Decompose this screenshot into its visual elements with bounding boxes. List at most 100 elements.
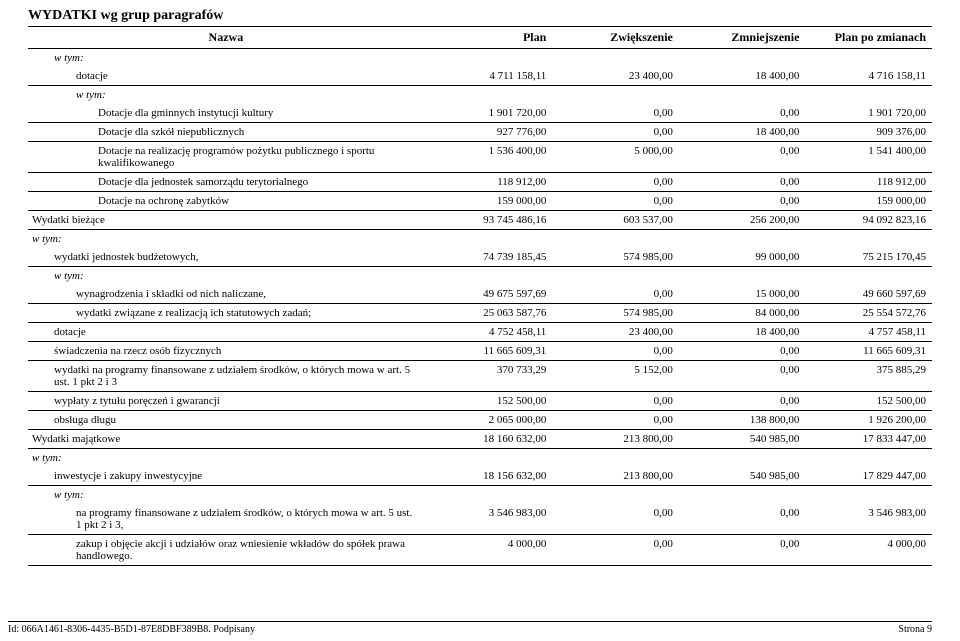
wtym-row: w tym: <box>28 486 932 505</box>
wtym-label: w tym: <box>32 52 84 64</box>
cell-increase: 23 400,00 <box>552 67 679 86</box>
cell-plan: 1 536 400,00 <box>426 142 553 173</box>
expenditure-table: Nazwa Plan Zwiększenie Zmniejszenie Plan… <box>28 27 932 566</box>
cell-after: 1 541 400,00 <box>805 142 932 173</box>
col-header-decrease: Zmniejszenie <box>679 27 806 49</box>
table-row: na programy finansowane z udziałem środk… <box>28 504 932 535</box>
cell-increase: 0,00 <box>552 392 679 411</box>
cell-plan: 118 912,00 <box>426 173 553 192</box>
cell-increase: 0,00 <box>552 123 679 142</box>
cell-after: 1 901 720,00 <box>805 104 932 123</box>
table-row: Wydatki majątkowe18 160 632,00213 800,00… <box>28 430 932 449</box>
cell-increase: 213 800,00 <box>552 467 679 486</box>
cell-increase: 0,00 <box>552 411 679 430</box>
col-header-after: Plan po zmianach <box>805 27 932 49</box>
cell-decrease: 15 000,00 <box>679 285 806 304</box>
cell-increase: 0,00 <box>552 104 679 123</box>
cell-decrease: 99 000,00 <box>679 248 806 267</box>
cell-decrease: 0,00 <box>679 535 806 566</box>
table-row: dotacje4 711 158,1123 400,0018 400,004 7… <box>28 67 932 86</box>
table-row: świadczenia na rzecz osób fizycznych11 6… <box>28 342 932 361</box>
cell-plan: 159 000,00 <box>426 192 553 211</box>
page-footer: Id: 066A1461-8306-4435-B5D1-87E8DBF389B8… <box>8 621 932 635</box>
table-row: Dotacje dla jednostek samorządu terytori… <box>28 173 932 192</box>
cell-decrease: 0,00 <box>679 342 806 361</box>
cell-after: 118 912,00 <box>805 173 932 192</box>
cell-after: 94 092 823,16 <box>805 211 932 230</box>
table-header-row: Nazwa Plan Zwiększenie Zmniejszenie Plan… <box>28 27 932 49</box>
cell-plan: 49 675 597,69 <box>426 285 553 304</box>
cell-increase: 213 800,00 <box>552 430 679 449</box>
cell-plan: 74 739 185,45 <box>426 248 553 267</box>
wtym-row: w tym: <box>28 449 932 468</box>
row-name: dotacje <box>32 326 420 338</box>
cell-plan: 18 160 632,00 <box>426 430 553 449</box>
col-header-name: Nazwa <box>28 27 426 49</box>
cell-decrease: 0,00 <box>679 173 806 192</box>
row-name: Dotacje dla jednostek samorządu terytori… <box>32 176 420 188</box>
cell-increase: 574 985,00 <box>552 304 679 323</box>
cell-decrease: 0,00 <box>679 104 806 123</box>
row-name: Dotacje na realizację programów pożytku … <box>32 145 420 169</box>
table-row: zakup i objęcie akcji i udziałów oraz wn… <box>28 535 932 566</box>
table-row: wydatki jednostek budżetowych, 74 739 185… <box>28 248 932 267</box>
wtym-label: w tym: <box>32 89 106 101</box>
cell-plan: 152 500,00 <box>426 392 553 411</box>
table-row: Dotacje dla szkół niepublicznych927 776,… <box>28 123 932 142</box>
section-title: WYDATKI wg grup paragrafów <box>28 8 932 24</box>
row-name: wydatki związane z realizacją ich statut… <box>32 307 420 319</box>
wtym-row: w tym: <box>28 49 932 68</box>
cell-plan: 93 745 486,16 <box>426 211 553 230</box>
cell-after: 49 660 597,69 <box>805 285 932 304</box>
cell-increase: 0,00 <box>552 504 679 535</box>
cell-after: 375 885,29 <box>805 361 932 392</box>
cell-decrease: 138 800,00 <box>679 411 806 430</box>
cell-increase: 0,00 <box>552 535 679 566</box>
cell-after: 4 000,00 <box>805 535 932 566</box>
wtym-row: w tym: <box>28 230 932 249</box>
cell-plan: 370 733,29 <box>426 361 553 392</box>
row-name: dotacje <box>32 70 420 82</box>
cell-increase: 0,00 <box>552 342 679 361</box>
footer-page: Strona 9 <box>898 624 932 635</box>
cell-decrease: 0,00 <box>679 392 806 411</box>
cell-plan: 25 063 587,76 <box>426 304 553 323</box>
wtym-row: w tym: <box>28 86 932 105</box>
cell-increase: 603 537,00 <box>552 211 679 230</box>
footer-id: Id: 066A1461-8306-4435-B5D1-87E8DBF389B8… <box>8 624 255 635</box>
cell-increase: 0,00 <box>552 192 679 211</box>
row-name: na programy finansowane z udziałem środk… <box>32 507 420 531</box>
table-row: Dotacje na ochronę zabytków159 000,000,0… <box>28 192 932 211</box>
table-row: Dotacje dla gminnych instytucji kultury1… <box>28 104 932 123</box>
cell-after: 4 757 458,11 <box>805 323 932 342</box>
cell-after: 3 546 983,00 <box>805 504 932 535</box>
cell-after: 75 215 170,45 <box>805 248 932 267</box>
cell-after: 11 665 609,31 <box>805 342 932 361</box>
wtym-label: w tym: <box>32 452 62 464</box>
row-name: wydatki jednostek budżetowych, <box>32 251 420 263</box>
col-header-increase: Zwiększenie <box>552 27 679 49</box>
cell-after: 17 833 447,00 <box>805 430 932 449</box>
row-name: wynagrodzenia i składki od nich naliczan… <box>32 288 420 300</box>
cell-after: 1 926 200,00 <box>805 411 932 430</box>
cell-after: 17 829 447,00 <box>805 467 932 486</box>
cell-after: 159 000,00 <box>805 192 932 211</box>
cell-increase: 5 000,00 <box>552 142 679 173</box>
wtym-label: w tym: <box>32 270 84 282</box>
cell-decrease: 18 400,00 <box>679 323 806 342</box>
row-name: inwestycje i zakupy inwestycyjne <box>32 470 420 482</box>
cell-plan: 4 000,00 <box>426 535 553 566</box>
cell-decrease: 84 000,00 <box>679 304 806 323</box>
cell-after: 152 500,00 <box>805 392 932 411</box>
cell-plan: 927 776,00 <box>426 123 553 142</box>
cell-after: 25 554 572,76 <box>805 304 932 323</box>
cell-decrease: 0,00 <box>679 192 806 211</box>
wtym-label: w tym: <box>32 233 62 245</box>
table-row: wydatki na programy finansowane z udział… <box>28 361 932 392</box>
wtym-label: w tym: <box>32 489 84 501</box>
cell-decrease: 0,00 <box>679 504 806 535</box>
cell-decrease: 18 400,00 <box>679 123 806 142</box>
cell-plan: 3 546 983,00 <box>426 504 553 535</box>
row-name: wydatki na programy finansowane z udział… <box>32 364 420 388</box>
table-body: w tym: dotacje4 711 158,1123 400,0018 400… <box>28 49 932 566</box>
